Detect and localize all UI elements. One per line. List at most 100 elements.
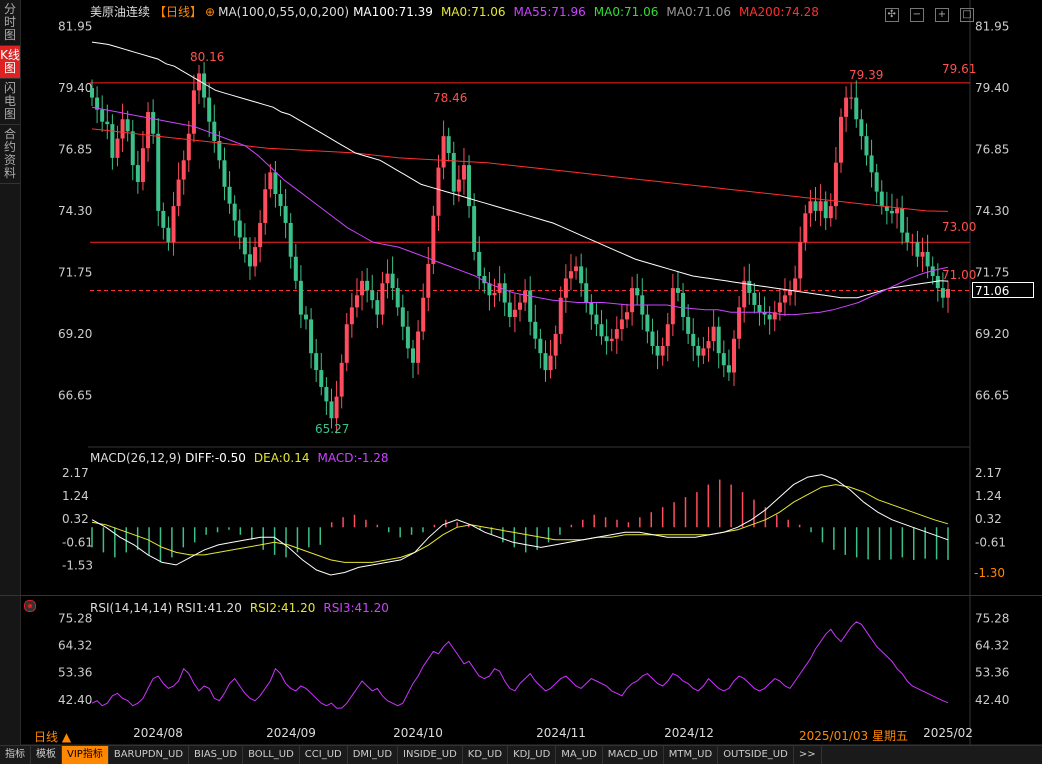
candle-body — [782, 295, 787, 303]
price-tick-right: 71.75 — [975, 265, 1009, 279]
candle-body — [630, 288, 635, 313]
indicator-tab[interactable]: BARUPDN_UD — [109, 746, 190, 764]
macd-tick-left: 2.17 — [62, 466, 89, 480]
candle-body — [232, 203, 237, 221]
candle-body — [344, 324, 349, 363]
price-tick-right: 74.30 — [975, 204, 1009, 218]
candle-body — [492, 292, 497, 296]
crosshair-icon[interactable]: ✣ — [884, 8, 899, 22]
indicator-tab[interactable]: 指标 — [0, 746, 31, 764]
candle-body — [146, 112, 151, 149]
ma200-readout: MA200:74.28 — [738, 5, 819, 19]
candle-body — [370, 290, 375, 301]
indicator-tab[interactable]: DMI_UD — [348, 746, 399, 764]
candle-body — [482, 276, 487, 284]
x-label-oct: 2024/10 — [393, 726, 443, 740]
x-label-feb: 2025/02 — [923, 726, 973, 740]
candle-body — [477, 251, 482, 277]
candle-body — [207, 97, 212, 122]
candle-body — [625, 312, 629, 320]
candle-body — [400, 307, 405, 327]
indicator-tab[interactable]: BIAS_UD — [189, 746, 244, 764]
candle-body — [197, 73, 201, 91]
candle-body — [115, 138, 120, 158]
candle-body — [161, 210, 166, 228]
candle-body — [854, 97, 859, 120]
period-selector[interactable]: 日线 ▲ — [34, 730, 72, 744]
candle-body — [844, 97, 849, 117]
macd-tick-left: -0.61 — [62, 536, 93, 550]
macd-tick-right: -0.61 — [975, 536, 1006, 550]
candle-body — [314, 353, 319, 371]
indicator-tab[interactable]: CCI_UD — [300, 746, 348, 764]
minus-icon[interactable]: − — [909, 8, 924, 22]
rsi-tick-left: 64.32 — [58, 639, 92, 653]
chart-canvas[interactable]: 81.95 81.95 79.40 79.40 76.85 76.85 74.30 74.30… — [0, 0, 1042, 745]
candle-body — [548, 355, 553, 371]
price-tick-left: 74.30 — [58, 204, 92, 218]
indicator-tab[interactable]: KD_UD — [463, 746, 509, 764]
low-label-1: 65.27 — [315, 422, 349, 436]
candle-body — [905, 232, 910, 243]
candle-body — [446, 136, 451, 154]
candle-body — [242, 237, 247, 255]
candle-body — [365, 280, 370, 291]
indicator-tab-bar: 指标 模板 VIP指标 BARUPDN_UD BIAS_UD BOLL_UD CCI_UD D… — [0, 745, 1042, 764]
indicator-tab[interactable]: MTM_UD — [664, 746, 719, 764]
tab-kline[interactable]: K线图 — [0, 46, 20, 79]
indicator-tab[interactable]: >> — [794, 746, 822, 764]
tab-heyue[interactable]: 合约资料 — [0, 125, 20, 184]
rsi-tick-right: 53.36 — [975, 666, 1009, 680]
candle-body — [635, 288, 640, 296]
indicator-tab[interactable]: OUTSIDE_UD — [718, 746, 794, 764]
plus-icon[interactable]: + — [934, 8, 949, 22]
candle-body — [395, 288, 400, 308]
line-label-2: 73.00 — [942, 220, 976, 234]
indicator-tab[interactable]: MACD_UD — [603, 746, 664, 764]
gear-icon[interactable]: ⊕ — [205, 5, 216, 19]
candle-body — [701, 348, 706, 356]
candle-body — [762, 312, 767, 315]
ma55-readout: MA55:71.96 — [513, 5, 586, 19]
tab-shandian[interactable]: 闪电图 — [0, 79, 20, 125]
candle-body — [502, 283, 507, 303]
candle-body — [884, 206, 889, 211]
candle-body — [874, 172, 879, 192]
candle-body — [217, 140, 222, 161]
macd-tick-left: 0.32 — [62, 512, 89, 526]
candle-body — [222, 160, 227, 187]
record-icon[interactable] — [24, 600, 36, 612]
candle-body — [563, 278, 568, 298]
indicator-tab[interactable]: 模板 — [31, 746, 62, 764]
candle-body — [711, 326, 716, 342]
indicator-tab[interactable]: BOLL_UD — [243, 746, 300, 764]
candle-body — [777, 302, 782, 313]
rsi-tick-left: 53.36 — [58, 666, 92, 680]
candle-body — [186, 133, 191, 161]
indicator-tab[interactable]: MA_UD — [556, 746, 603, 764]
indicator-tab[interactable]: INSIDE_UD — [398, 746, 463, 764]
candle-body — [757, 304, 762, 313]
candle-body — [416, 331, 421, 363]
candle-body — [436, 167, 441, 216]
expand-icon[interactable]: □ — [960, 8, 974, 22]
candle-body — [803, 213, 808, 243]
candle-body — [660, 345, 665, 356]
candle-body — [859, 119, 864, 137]
candle-body — [869, 155, 874, 173]
candle-body — [507, 302, 512, 318]
rsi3-readout: RSI3:41.20 — [323, 601, 389, 615]
candle-body — [461, 165, 466, 180]
candle-body — [268, 172, 273, 190]
candle-body — [691, 333, 696, 346]
period-tag[interactable]: 【日线】 — [154, 5, 203, 19]
candle-body — [390, 273, 395, 289]
candle-body — [135, 165, 140, 182]
macd-tick-left: -1.53 — [62, 559, 93, 573]
tab-fenshi[interactable]: 分时图 — [0, 0, 20, 46]
candle-body — [212, 121, 217, 141]
indicator-tab[interactable]: KDJ_UD — [508, 746, 557, 764]
candle-body — [176, 179, 181, 207]
indicator-tab[interactable]: VIP指标 — [62, 746, 109, 764]
candle-body — [940, 288, 945, 298]
